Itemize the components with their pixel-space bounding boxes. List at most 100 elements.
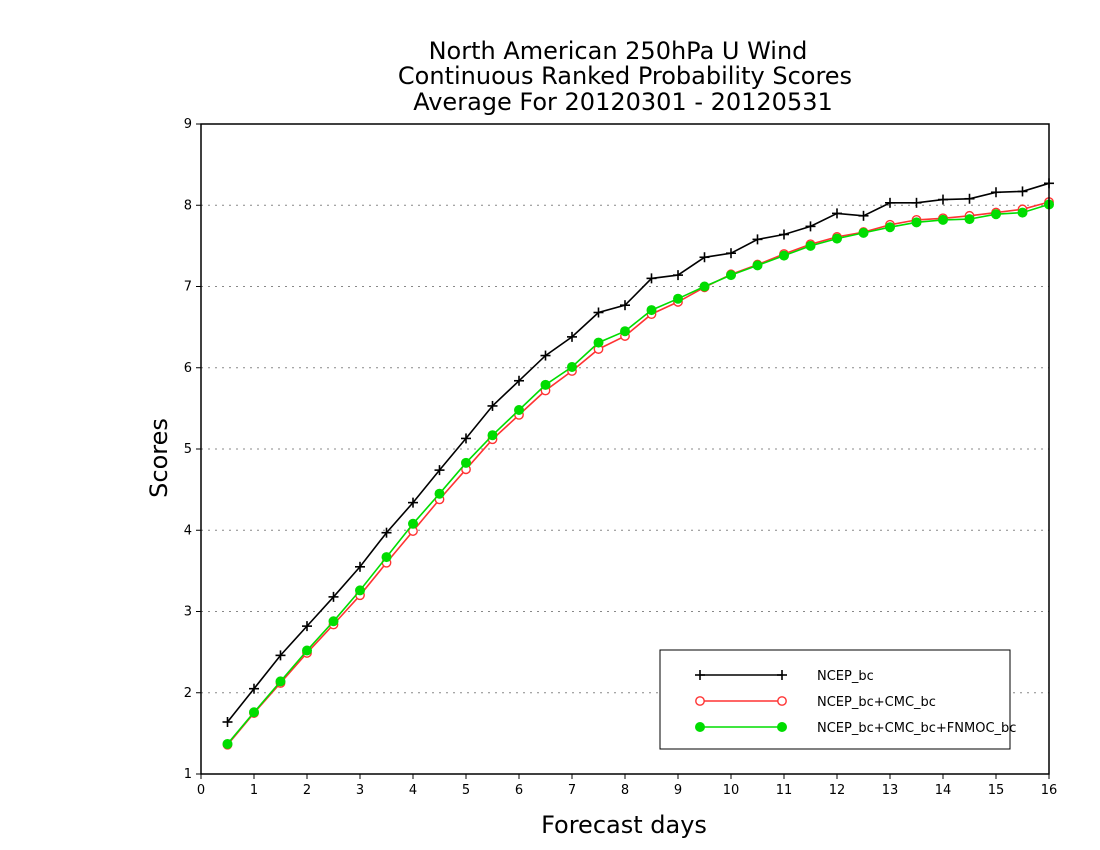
y-tick-label: 1 [184, 767, 192, 782]
data-point [249, 683, 259, 694]
data-point [487, 430, 498, 441]
legend-marker [695, 696, 705, 706]
data-point [275, 650, 286, 661]
chart-title-line-2: Continuous Ranked Probability Scores [398, 62, 852, 90]
data-point [673, 293, 683, 304]
data-point [434, 465, 445, 476]
x-tick-label: 15 [988, 783, 1005, 798]
x-tick-label: 1 [250, 783, 258, 798]
legend-marker [777, 722, 787, 732]
data-point [699, 252, 710, 263]
data-point [832, 233, 842, 244]
data-point [938, 194, 948, 205]
data-series [222, 178, 1054, 750]
data-point [328, 616, 339, 627]
data-point [779, 229, 789, 240]
legend-marker [695, 722, 705, 732]
data-point [461, 457, 471, 468]
data-point [752, 234, 763, 245]
data-point [514, 375, 524, 386]
data-point [964, 193, 975, 204]
data-point [434, 488, 445, 499]
y-axis-title: Scores [145, 418, 173, 498]
chart-title-line-1: North American 250hPa U Wind [429, 37, 808, 65]
data-point [381, 527, 392, 538]
x-tick-label: 0 [197, 783, 205, 798]
plot-frame [200, 123, 1050, 775]
data-point [302, 645, 312, 656]
x-axis-tick-labels: 0 1 2 3 4 5 6 7 8 9 10 11 12 13 14 15 16 [197, 783, 1057, 798]
y-tick-label: 9 [184, 117, 192, 132]
data-point [620, 300, 630, 311]
axis-ticks [196, 123, 1050, 779]
data-point [567, 361, 577, 372]
data-point [646, 273, 657, 284]
y-tick-label: 6 [184, 361, 192, 376]
data-point [964, 214, 975, 225]
series-line [226, 182, 1050, 723]
legend-label: NCEP_bc+CMC_bc+FNMOC_bc [817, 721, 1016, 736]
data-point [673, 270, 683, 281]
data-point [408, 497, 418, 508]
data-point [328, 591, 339, 602]
data-point [620, 326, 630, 337]
data-point [381, 552, 392, 563]
legend-label: NCEP_bc [817, 669, 874, 684]
legend: NCEP_bc NCEP_bc+CMC_bc NCEP_bc+CMC_bc+FNMO… [659, 649, 1016, 750]
legend-box [659, 649, 1011, 750]
series-1 [222, 178, 1054, 727]
chart-title: North American 250hPa U Wind Continuous … [398, 37, 852, 116]
data-point [805, 240, 816, 251]
x-tick-label: 10 [723, 783, 740, 798]
legend-label: NCEP_bc+CMC_bc [817, 695, 936, 710]
y-axis-tick-labels: 1 2 3 4 5 6 7 8 9 [184, 117, 192, 782]
data-point [567, 331, 577, 342]
x-tick-label: 13 [882, 783, 899, 798]
y-tick-label: 8 [184, 198, 192, 213]
legend-entry: NCEP_bc [695, 669, 874, 684]
data-point [726, 248, 736, 259]
x-tick-label: 4 [409, 783, 417, 798]
x-tick-label: 12 [829, 783, 846, 798]
data-point [593, 307, 604, 318]
data-point [805, 221, 816, 232]
x-tick-label: 11 [776, 783, 793, 798]
data-point [355, 561, 365, 572]
data-point [699, 281, 710, 292]
data-point [991, 187, 1001, 198]
data-point [885, 222, 895, 233]
legend-entry: NCEP_bc+CMC_bc+FNMOC_bc [695, 721, 1016, 736]
x-tick-label: 5 [462, 783, 470, 798]
data-point [302, 621, 312, 632]
data-point [858, 210, 869, 221]
data-point [726, 270, 736, 281]
grid-lines [201, 204, 1049, 694]
x-tick-label: 2 [303, 783, 311, 798]
y-tick-label: 4 [184, 523, 192, 538]
data-point [911, 197, 922, 208]
y-tick-label: 2 [184, 686, 192, 701]
data-point [593, 337, 604, 348]
legend-marker [695, 670, 705, 680]
data-point [1017, 207, 1028, 218]
data-point [355, 585, 365, 596]
y-tick-label: 7 [184, 280, 192, 295]
data-point [832, 208, 842, 219]
data-point [249, 707, 259, 718]
data-point [646, 305, 657, 316]
x-tick-label: 16 [1041, 783, 1058, 798]
series-3 [222, 199, 1054, 749]
data-point [911, 217, 922, 228]
data-point [991, 209, 1001, 220]
data-point [752, 260, 763, 271]
data-point [461, 433, 471, 444]
data-point [408, 518, 418, 529]
x-tick-label: 14 [935, 783, 952, 798]
data-point [779, 250, 789, 261]
data-point [487, 400, 498, 411]
data-point [858, 227, 869, 238]
data-point [938, 214, 948, 225]
chart-title-line-3: Average For 20120301 - 20120531 [413, 88, 833, 116]
data-point [540, 379, 551, 390]
